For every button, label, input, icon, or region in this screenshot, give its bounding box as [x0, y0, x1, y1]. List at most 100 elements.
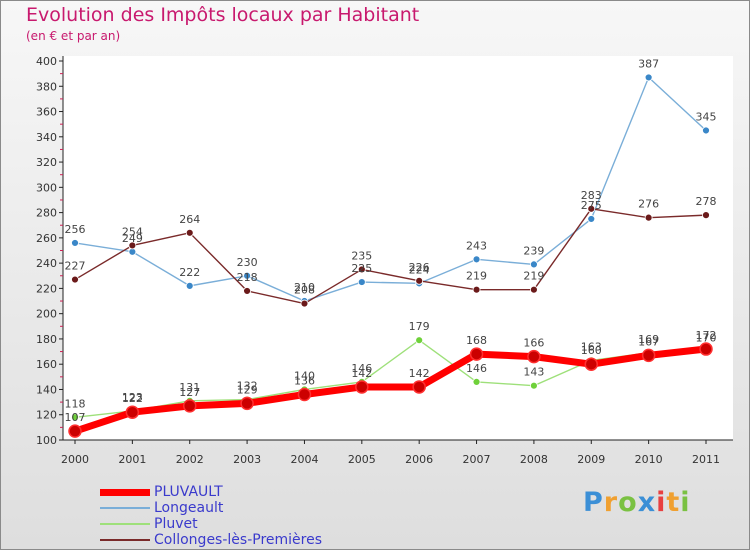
data-point [644, 73, 653, 82]
data-point [357, 278, 366, 286]
series-line-collonges-l-s-premi-res [74, 208, 707, 305]
data-label: 167 [638, 335, 659, 348]
data-point [527, 349, 541, 364]
legend-label: PLUVAULT [154, 484, 223, 500]
series-line-pluvet [74, 339, 707, 418]
data-point [243, 287, 251, 295]
data-label: 219 [523, 270, 544, 283]
y-tick-label: 380 [36, 80, 57, 93]
y-tick-label: 140 [36, 383, 57, 396]
data-label: 227 [65, 260, 86, 273]
data-label: 239 [523, 244, 544, 257]
data-point [71, 413, 79, 422]
data-point [125, 405, 140, 419]
data-label: 142 [351, 367, 372, 380]
legend-item: Longeault [100, 500, 322, 516]
data-point [68, 424, 82, 438]
data-label: 142 [409, 367, 430, 380]
data-label: 283 [581, 189, 602, 202]
x-tick-label: 2009 [577, 453, 605, 466]
data-label: 166 [523, 337, 544, 350]
data-label: 107 [65, 411, 86, 424]
data-point [702, 211, 710, 220]
data-label: 387 [638, 57, 659, 70]
data-point [185, 281, 194, 290]
plot-area [63, 56, 733, 440]
x-tick-label: 2000 [61, 453, 89, 466]
y-tick-label: 200 [36, 308, 57, 321]
y-tick-label: 220 [36, 282, 57, 295]
x-tick-label: 2001 [118, 453, 146, 466]
logo-letter: x [637, 487, 657, 518]
data-point [415, 336, 424, 345]
y-tick-label: 100 [36, 434, 57, 447]
chart-legend: PLUVAULT Longeault Pluvet Collonges-lès-Pre… [100, 484, 322, 548]
data-label: 143 [523, 366, 544, 379]
data-point [240, 396, 254, 411]
logo-letter: r [603, 487, 619, 518]
data-label: 208 [294, 284, 315, 297]
data-label: 218 [237, 271, 258, 284]
data-label: 140 [294, 369, 315, 382]
y-tick-label: 160 [36, 358, 57, 371]
series-line-pluvault [73, 345, 707, 435]
data-label: 278 [696, 195, 717, 208]
data-label: 132 [237, 380, 258, 393]
data-label: 168 [466, 334, 487, 347]
y-tick-label: 400 [36, 55, 57, 68]
data-point [300, 299, 309, 308]
x-tick-label: 2008 [520, 453, 548, 466]
data-label: 169 [638, 333, 659, 346]
data-label: 129 [237, 383, 258, 396]
data-label: 146 [351, 362, 372, 375]
data-label: 136 [294, 375, 315, 388]
data-point [530, 381, 538, 390]
legend-swatch [100, 539, 150, 541]
data-label: 225 [351, 262, 372, 275]
data-point [472, 255, 481, 264]
x-tick-label: 2003 [233, 453, 261, 466]
data-point [472, 377, 481, 386]
data-label: 235 [351, 249, 372, 262]
data-point [297, 387, 312, 402]
y-tick-label: 280 [36, 207, 57, 220]
data-label: 122 [122, 392, 143, 405]
x-tick-label: 2004 [290, 453, 318, 466]
data-point [702, 126, 710, 135]
data-label: 276 [638, 198, 659, 211]
data-point [185, 228, 194, 237]
logo-letter: i [656, 487, 667, 518]
legend-label: Collonges-lès-Premières [154, 532, 323, 548]
legend-swatch [100, 507, 150, 509]
y-tick-label: 360 [36, 106, 57, 119]
data-point [587, 215, 596, 223]
x-tick-label: 2011 [692, 453, 720, 466]
data-label: 219 [466, 270, 487, 283]
data-point [357, 265, 366, 274]
y-tick-label: 340 [36, 131, 57, 144]
x-tick-label: 2002 [176, 453, 204, 466]
y-tick-label: 260 [36, 232, 57, 245]
y-tick-label: 120 [36, 409, 57, 422]
data-point [530, 260, 538, 269]
data-label: 249 [122, 232, 143, 245]
data-point [243, 271, 251, 280]
logo-letter: t [666, 487, 681, 518]
data-point [128, 241, 137, 250]
data-point [472, 285, 481, 294]
data-label: 123 [122, 391, 143, 404]
data-label: 160 [581, 344, 602, 357]
data-point [71, 275, 79, 284]
data-label: 146 [466, 362, 487, 375]
data-point [415, 276, 424, 285]
data-label: 163 [581, 340, 602, 353]
data-label: 254 [122, 225, 143, 238]
y-tick-label: 240 [36, 257, 57, 270]
data-point [530, 285, 538, 294]
legend-label: Pluvet [154, 516, 198, 532]
data-label: 170 [696, 332, 717, 345]
data-label: 179 [409, 320, 430, 333]
data-label: 118 [65, 397, 86, 410]
data-point [587, 204, 596, 213]
data-point [644, 213, 653, 222]
